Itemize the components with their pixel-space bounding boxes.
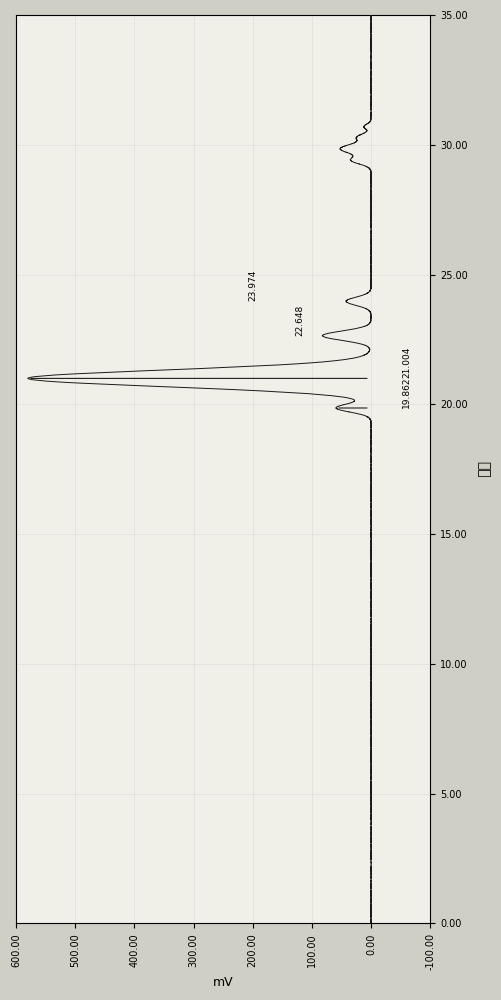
Text: 22.648: 22.648 [296, 304, 305, 336]
Text: 23.974: 23.974 [248, 270, 257, 301]
Y-axis label: 分钟: 分钟 [476, 461, 490, 478]
X-axis label: mV: mV [213, 976, 233, 989]
Text: 21.004: 21.004 [402, 347, 411, 378]
Text: 19.862: 19.862 [402, 376, 411, 408]
